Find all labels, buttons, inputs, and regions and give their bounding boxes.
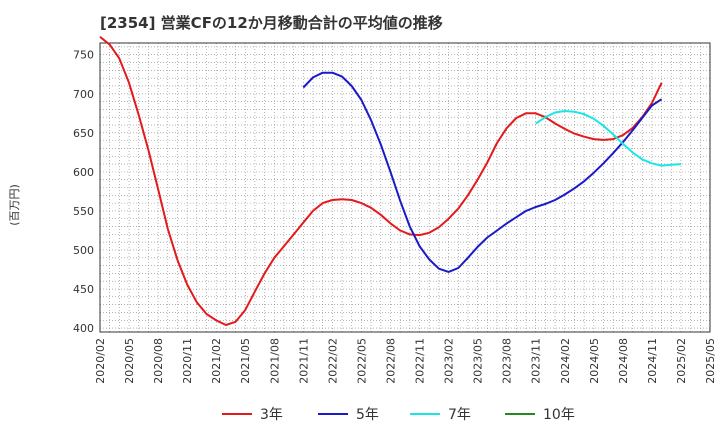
series-line-3年: [99, 36, 663, 326]
x-tick-label: 2024/05: [588, 338, 601, 384]
series-layer: [99, 36, 682, 326]
y-axis-label: (百万円): [8, 184, 21, 226]
x-tick-label: 2020/05: [123, 338, 136, 384]
x-tick-labels: 2020/02 2020/05 2020/08 2020/11 2021/02 2021/…: [94, 338, 717, 384]
y-tick-label: 700: [73, 88, 94, 101]
x-tick-label: 2021/11: [297, 338, 310, 384]
y-tick-label: 400: [73, 322, 94, 335]
y-tick-label: 500: [73, 244, 94, 257]
x-tick-label: 2022/02: [326, 338, 339, 384]
x-tick-label: 2024/08: [617, 338, 630, 384]
x-tick-label: 2023/08: [501, 338, 514, 384]
grid-layer: [99, 43, 711, 332]
x-tick-label: 2020/11: [181, 338, 194, 384]
x-tick-label: 2021/02: [210, 338, 223, 384]
x-tick-label: 2024/11: [646, 338, 659, 384]
x-tick-label: 2022/05: [355, 338, 368, 384]
plot-frame: [99, 42, 711, 333]
series-line-7年: [535, 110, 682, 167]
x-tick-label: 2022/11: [414, 338, 427, 384]
y-tick-label: 600: [73, 166, 94, 179]
x-tick-label: 2025/02: [675, 338, 688, 384]
y-tick-label: 450: [73, 283, 94, 296]
legend: 3年 5年 7年 10年: [222, 407, 575, 423]
x-tick-label: 2023/02: [443, 338, 456, 384]
legend-label: 5年: [356, 407, 379, 423]
x-tick-label: 2024/02: [559, 338, 572, 384]
x-tick-label: 2021/05: [239, 338, 252, 384]
y-tick-label: 750: [73, 49, 94, 62]
x-tick-label: 2020/08: [152, 338, 165, 384]
y-tick-label: 650: [73, 127, 94, 140]
legend-label: 7年: [448, 407, 471, 423]
legend-label: 10年: [543, 407, 575, 423]
x-tick-label: 2025/05: [704, 338, 717, 384]
x-tick-label: 2023/05: [472, 338, 485, 384]
y-tick-label: 550: [73, 205, 94, 218]
y-tick-labels: 400 450 500 550 600 650 700 750: [73, 49, 94, 335]
x-tick-label: 2020/02: [94, 338, 107, 384]
chart-title: [2354] 営業CFの12か月移動合計の平均値の推移: [100, 14, 443, 32]
x-tick-label: 2023/11: [530, 338, 543, 384]
series-line-5年: [302, 71, 663, 273]
x-tick-label: 2022/08: [384, 338, 397, 384]
legend-label: 3年: [260, 407, 283, 423]
x-tick-label: 2021/08: [268, 338, 281, 384]
